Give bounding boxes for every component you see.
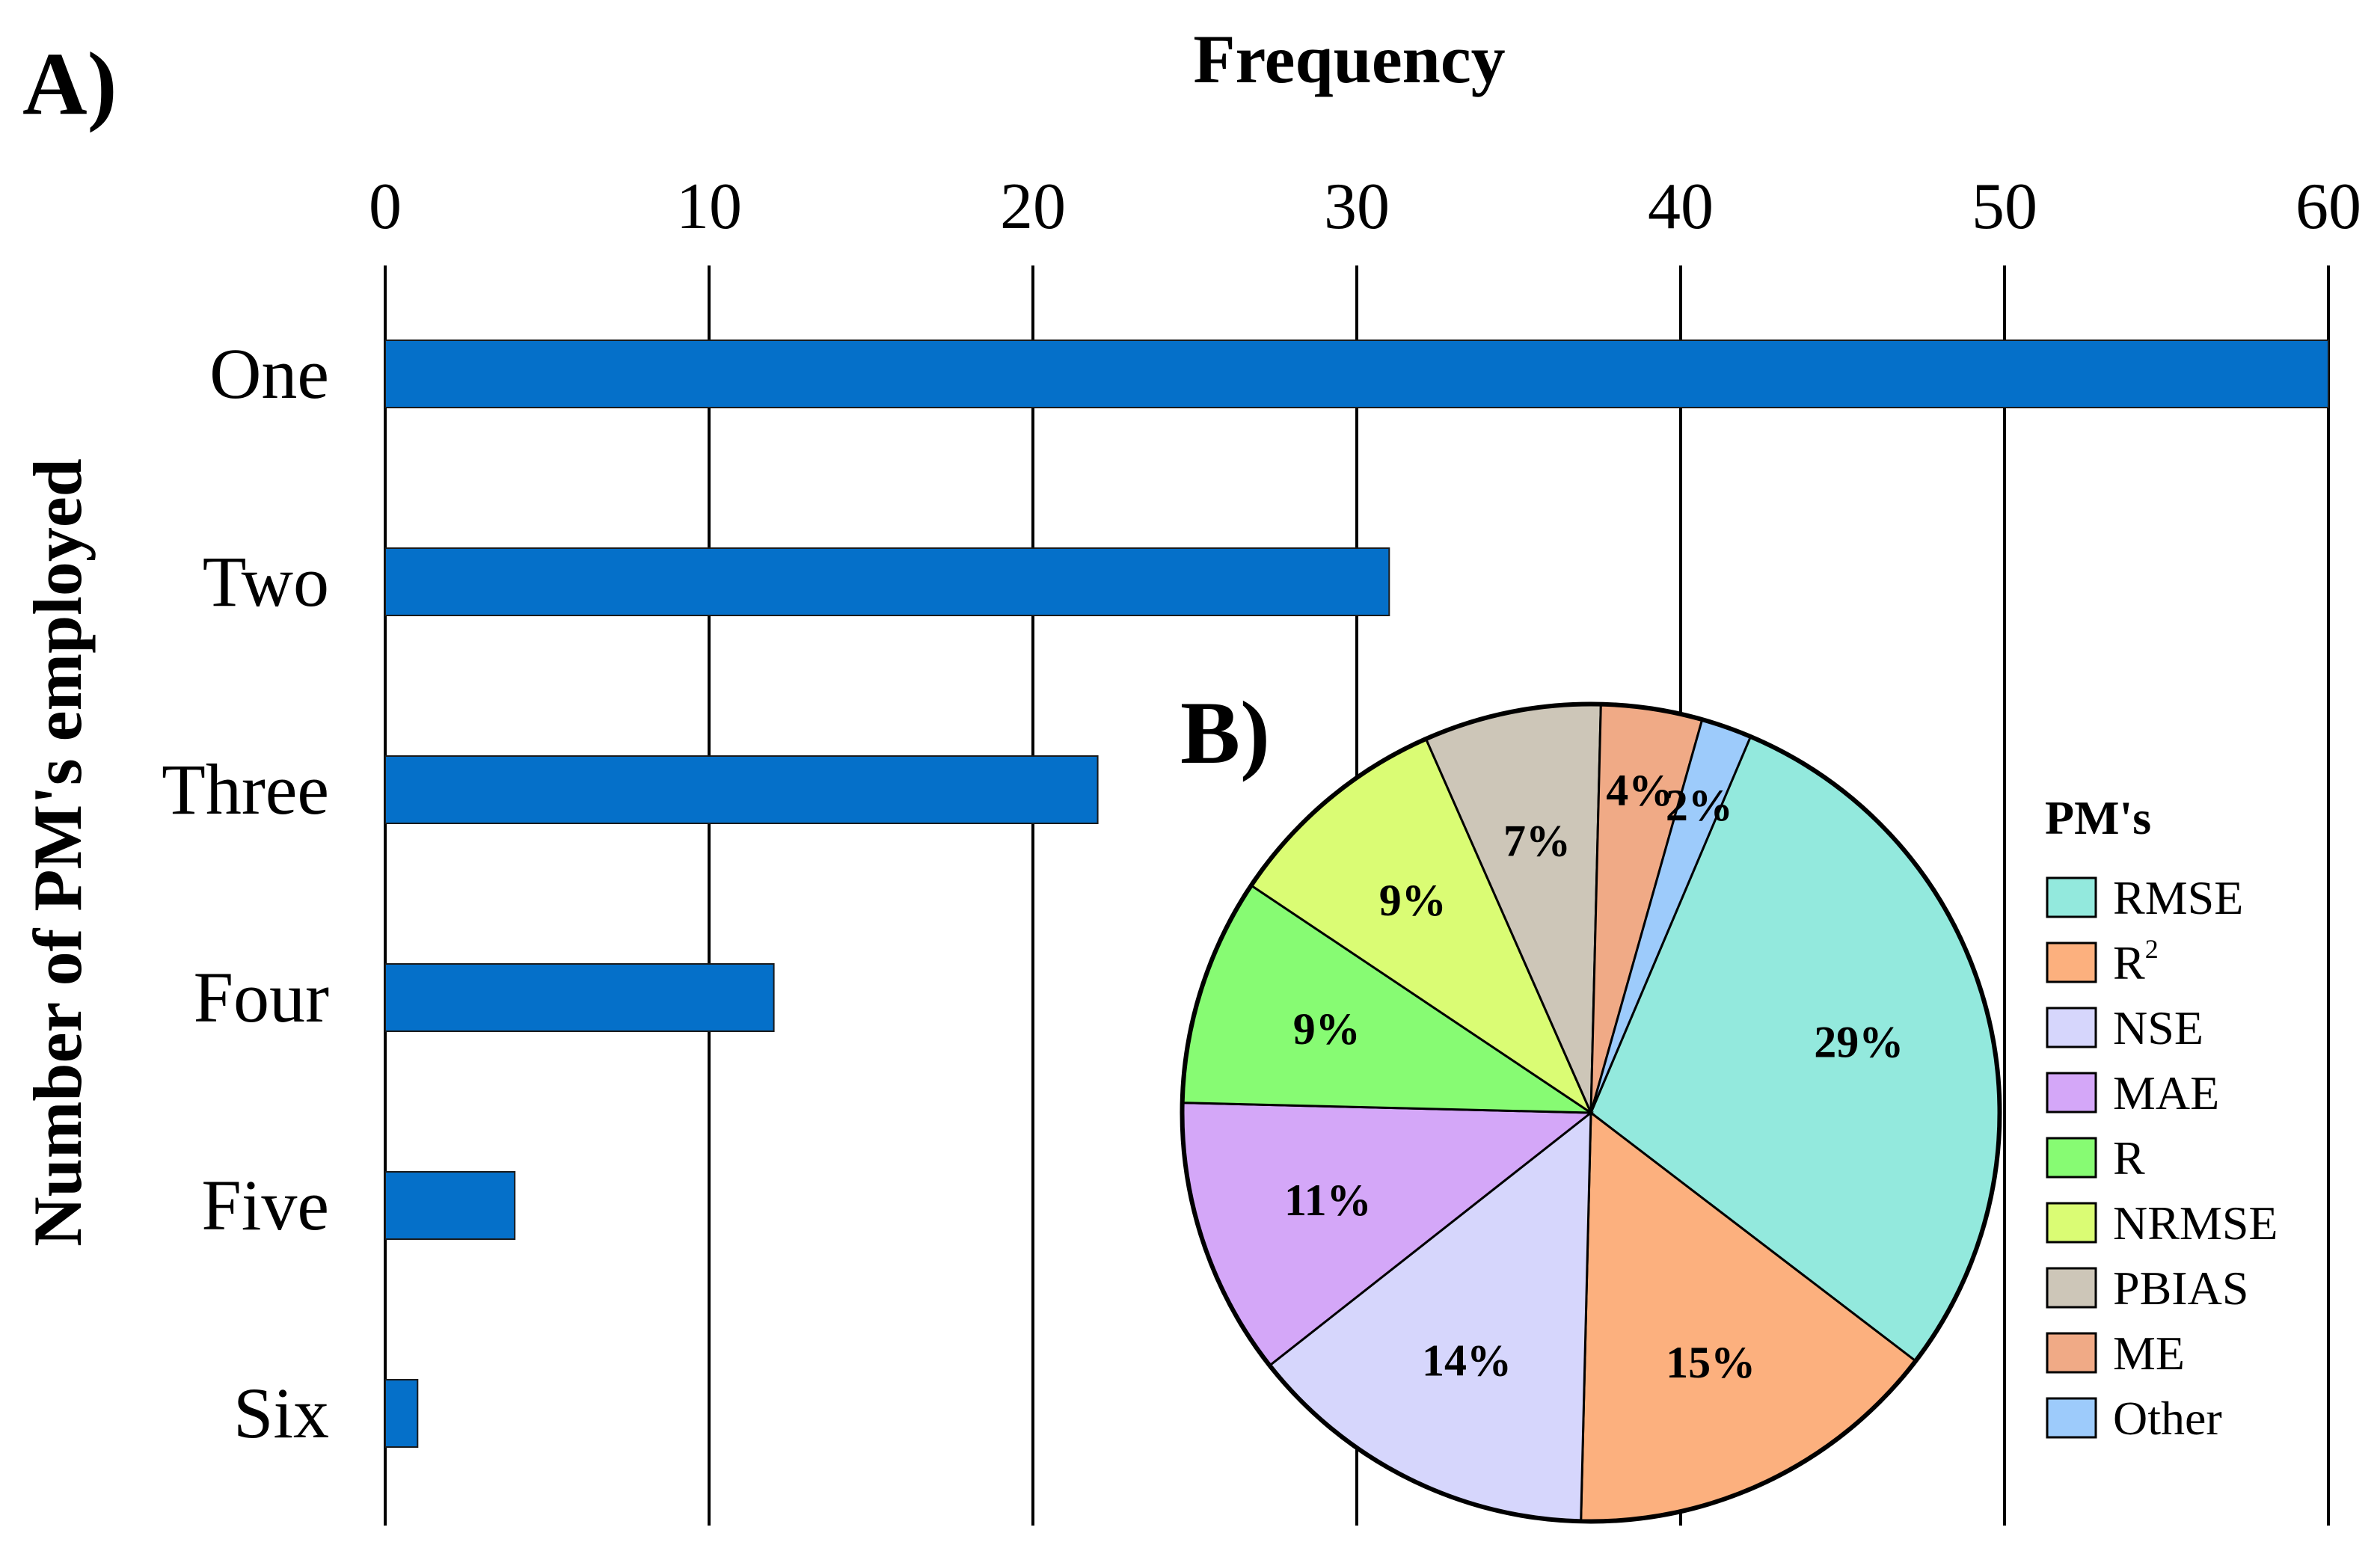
pie-value-label: 9% xyxy=(1293,1004,1361,1054)
bar-four xyxy=(384,963,775,1032)
panel-label-b: B) xyxy=(1180,683,1270,782)
x-tick-label: 30 xyxy=(1324,171,1390,243)
legend: PM's RMSE R2 NSE MAE R NRMSE PBIAS ME Other xyxy=(2045,791,2278,1445)
category-label: One xyxy=(209,334,329,414)
legend-label: ME xyxy=(2113,1327,2185,1380)
pie-value-labels: 29% 15% 14% 11% 9% 9% 7% 4%2% xyxy=(1284,766,1904,1387)
legend-label: MAE xyxy=(2113,1066,2219,1119)
legend-label: R2 xyxy=(2113,934,2159,989)
legend-items: RMSE R2 NSE MAE R NRMSE PBIAS ME Other xyxy=(2046,871,2278,1445)
pie-value-label: 15% xyxy=(1666,1338,1755,1387)
legend-label: R xyxy=(2113,1131,2145,1185)
x-tick-label: 0 xyxy=(369,171,402,243)
legend-label: NSE xyxy=(2113,1001,2203,1054)
legend-swatch xyxy=(2046,942,2097,983)
category-label: Six xyxy=(233,1373,329,1453)
x-axis-title: Frequency xyxy=(1193,21,1505,97)
pie-outline xyxy=(1180,701,2002,1524)
x-tick-label: 20 xyxy=(1000,171,1066,243)
legend-label: RMSE xyxy=(2113,871,2243,924)
pie-value-label: 9% xyxy=(1379,876,1447,925)
legend-swatch xyxy=(2046,876,2097,918)
bar-one xyxy=(384,340,2329,408)
bar-two xyxy=(384,547,1390,616)
legend-title: PM's xyxy=(2045,791,2151,844)
x-tick-label: 50 xyxy=(1972,171,2037,243)
legend-swatch xyxy=(2046,1202,2097,1244)
pie-value-label: 14% xyxy=(1422,1336,1512,1385)
bar-six xyxy=(384,1379,419,1448)
panel-label-a: A) xyxy=(22,34,117,133)
pie-value-label: 2% xyxy=(1666,781,1733,830)
pie-slices xyxy=(1182,704,2000,1522)
category-labels: One Two Three Four Five Six xyxy=(162,334,329,1453)
bar-five xyxy=(384,1171,516,1240)
legend-label: NRMSE xyxy=(2113,1197,2278,1250)
pie-value-label: 4% xyxy=(1606,766,1673,815)
x-tick-label: 40 xyxy=(1648,171,1714,243)
bars xyxy=(384,340,2329,1448)
category-label: Four xyxy=(194,957,329,1037)
pie-value-label: 7% xyxy=(1503,816,1571,865)
legend-swatch xyxy=(2046,1007,2097,1048)
legend-swatch xyxy=(2046,1267,2097,1309)
category-label: Two xyxy=(203,541,329,621)
y-axis-title: Number of PM's employed xyxy=(19,458,96,1247)
legend-swatch xyxy=(2046,1072,2097,1114)
legend-swatch xyxy=(2046,1137,2097,1179)
x-tick-labels: 0 10 20 30 40 50 60 xyxy=(369,171,2361,243)
legend-swatch xyxy=(2046,1397,2097,1439)
x-tick-label: 10 xyxy=(676,171,742,243)
category-label: Five xyxy=(201,1165,329,1245)
legend-swatch xyxy=(2046,1332,2097,1374)
pie-value-label: 29% xyxy=(1814,1017,1904,1066)
x-tick-label: 60 xyxy=(2295,171,2361,243)
pie-value-label: 11% xyxy=(1284,1176,1372,1225)
legend-label: Other xyxy=(2113,1392,2222,1445)
category-label: Three xyxy=(162,749,329,829)
pie-chart-panel: B) 29% 15% 14% 11% 9% 9% 7% 4%2% xyxy=(1180,683,2002,1524)
legend-label: PBIAS xyxy=(2113,1262,2248,1315)
bar-three xyxy=(384,755,1099,824)
